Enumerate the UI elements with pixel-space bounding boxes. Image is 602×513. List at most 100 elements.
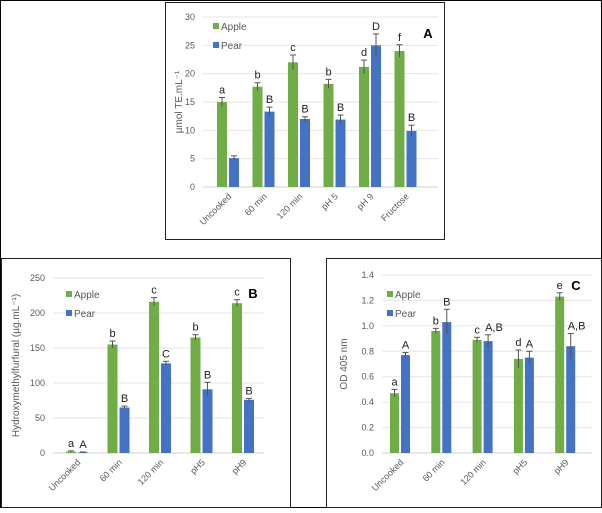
y-tick-label: 1.2: [361, 295, 374, 305]
bar-apple: [149, 301, 159, 453]
bar-pear: [371, 45, 381, 188]
significance-label: B: [301, 104, 308, 116]
bar-pear: [244, 399, 254, 453]
bar-pear: [161, 363, 171, 453]
y-axis-label: Hydroxymethylfurfural (µg.mL⁻¹): [11, 294, 22, 437]
y-tick-label: 0.6: [361, 372, 374, 382]
significance-label: A: [79, 439, 87, 451]
bar-pear: [335, 119, 346, 187]
bar-apple: [359, 66, 369, 187]
bar-apple: [394, 51, 405, 187]
legend-label-apple: Apple: [395, 290, 421, 301]
legend-label-pear: Pear: [395, 309, 417, 320]
y-tick-label: 200: [30, 308, 45, 318]
panel-letter: C: [571, 278, 581, 293]
y-tick-label: 0: [40, 448, 45, 458]
significance-label: B: [408, 112, 415, 124]
significance-label: B: [121, 393, 128, 405]
significance-label: a: [219, 84, 226, 96]
significance-label: b: [109, 328, 115, 340]
bar-apple: [431, 330, 441, 453]
y-tick-label: 1.0: [361, 321, 374, 331]
significance-label: e: [557, 280, 563, 292]
bar-pear: [566, 346, 576, 453]
y-tick-label: 0: [190, 182, 195, 192]
y-tick-label: 30: [185, 12, 195, 22]
legend-swatch-pear: [66, 310, 72, 316]
y-tick-label: 10: [185, 125, 195, 135]
y-tick-label: 25: [185, 40, 195, 50]
y-axis-label: OD 405 nm: [339, 338, 350, 389]
bar-apple: [232, 303, 242, 453]
legend-swatch-apple: [213, 23, 219, 29]
y-tick-label: 0.4: [361, 397, 374, 407]
y-axis-label: µmol TE.mL⁻¹: [174, 70, 185, 133]
bar-apple: [555, 296, 565, 453]
bar-pear: [300, 119, 310, 187]
significance-label: c: [151, 285, 157, 297]
significance-label: B: [443, 296, 450, 308]
legend-swatch-apple: [387, 291, 393, 297]
bar-pear: [119, 407, 130, 453]
significance-label: d: [361, 47, 367, 59]
significance-label: d: [515, 337, 521, 349]
bar-apple: [190, 337, 201, 453]
significance-label: c: [474, 324, 480, 336]
y-tick-label: 20: [185, 69, 195, 79]
significance-label: b: [254, 70, 260, 82]
bar-apple: [390, 393, 399, 453]
bar-apple: [288, 62, 298, 188]
legend-label-pear: Pear: [74, 309, 96, 320]
significance-label: a: [68, 438, 75, 450]
significance-label: B: [204, 369, 211, 381]
y-tick-label: 0.8: [361, 346, 374, 356]
y-tick-label: 0.0: [361, 448, 374, 458]
significance-label: B: [266, 94, 273, 106]
significance-label: A: [402, 340, 410, 352]
legend-swatch-pear: [213, 42, 219, 48]
bar-pear: [202, 389, 213, 453]
significance-label: a: [391, 376, 398, 388]
y-tick-label: 5: [190, 154, 195, 164]
y-tick-label: 150: [30, 343, 45, 353]
bar-apple: [472, 339, 482, 453]
y-tick-label: 100: [30, 378, 45, 388]
bar-pear: [264, 111, 275, 187]
legend-label-apple: Apple: [74, 290, 100, 301]
chart-b: 0 50 100 150 200 250 Hydroxymethylfurfural (µg…: [1, 258, 291, 508]
y-tick-label: 0.2: [361, 423, 374, 433]
bar-apple: [513, 358, 523, 453]
y-tick-label: 50: [35, 413, 45, 423]
significance-label: D: [372, 21, 380, 33]
significance-label: B: [245, 385, 252, 397]
bar-apple: [252, 86, 263, 187]
panel-letter: A: [423, 26, 433, 41]
significance-label: c: [234, 287, 240, 299]
significance-label: b: [433, 315, 439, 327]
bar-pear: [524, 357, 534, 453]
significance-label: B: [337, 102, 344, 114]
bar-apple: [323, 83, 334, 187]
y-tick-label: 15: [185, 97, 195, 107]
bar-apple: [217, 102, 227, 187]
significance-label: b: [192, 322, 198, 334]
bar-pear: [401, 355, 410, 453]
significance-label: f: [398, 32, 402, 44]
bar-pear: [442, 322, 452, 453]
legend-swatch-apple: [66, 291, 72, 297]
chart-c: 0.00.20.40.60.81.01.21.4OD 405 nmUncooke…: [326, 258, 602, 508]
significance-label: b: [325, 66, 331, 78]
bar-pear: [406, 130, 417, 187]
bar-pear: [483, 341, 493, 453]
significance-label: A: [526, 338, 534, 350]
legend-swatch-pear: [387, 310, 393, 316]
bar-apple: [107, 344, 118, 453]
bar-pear: [229, 158, 239, 187]
y-tick-label: 1.4: [361, 270, 374, 280]
panel-letter: B: [248, 286, 257, 301]
legend-label-apple: Apple: [221, 22, 247, 33]
significance-label: c: [290, 42, 296, 54]
legend-label-pear: Pear: [221, 41, 243, 52]
